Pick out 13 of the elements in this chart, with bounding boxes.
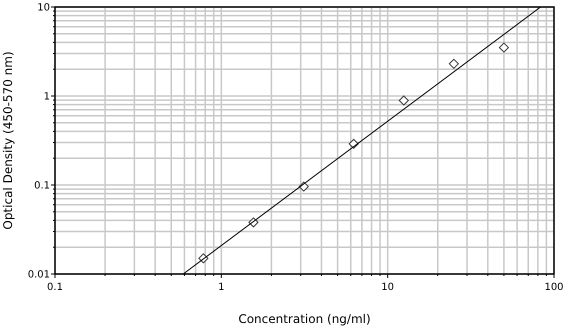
x-tick-label: 10 xyxy=(381,282,394,293)
point xyxy=(398,96,409,106)
y-axis-title: Optical Density (450-570 nm) xyxy=(1,51,15,230)
x-tick-label: 100 xyxy=(544,282,564,293)
point xyxy=(448,58,459,69)
y-tick-label: 0.1 xyxy=(34,180,50,192)
y-tick-label: 1 xyxy=(44,92,50,102)
point xyxy=(498,42,509,53)
x-tick-label: 0.1 xyxy=(47,282,63,293)
y-tick-label: 0.01 xyxy=(28,270,50,280)
x-axis-title: Concentration (ng/ml) xyxy=(238,312,371,326)
y-tick-label: 10 xyxy=(37,2,50,14)
x-tick-label: 1 xyxy=(218,282,225,293)
